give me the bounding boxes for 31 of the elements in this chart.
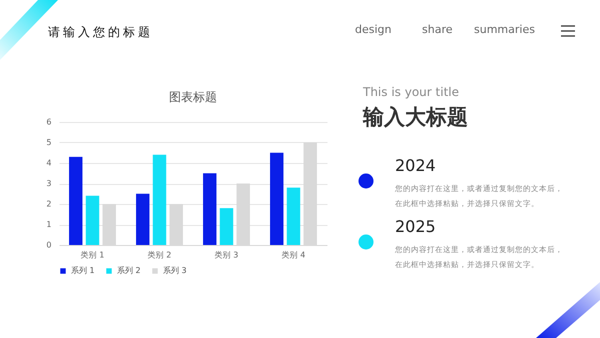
y-tick-label: 3 xyxy=(46,179,52,188)
y-tick-label: 1 xyxy=(46,220,52,229)
x-tick-label: 类别 3 xyxy=(214,250,238,260)
bar xyxy=(69,156,82,245)
y-tick-label: 4 xyxy=(46,158,52,168)
x-tick-label: 类别 4 xyxy=(282,250,306,260)
text: 2024 xyxy=(395,156,436,175)
bar xyxy=(220,208,234,245)
text: 请输入您的标题 xyxy=(48,24,153,41)
text: summaries xyxy=(474,23,535,36)
y-tick-label: 2 xyxy=(46,200,52,208)
x-tick-label: 类别 2 xyxy=(148,250,172,260)
bar xyxy=(152,154,166,245)
text: 2025 xyxy=(395,217,436,236)
text: share xyxy=(422,23,452,36)
text: 输入大标题 xyxy=(363,104,468,131)
y-tick-label: 5 xyxy=(46,138,52,147)
legend-label: 系列 3 xyxy=(163,266,187,275)
text: design xyxy=(355,23,392,36)
legend-label: 系列 2 xyxy=(117,266,141,275)
bar xyxy=(86,196,100,245)
text: This is your title xyxy=(363,85,459,99)
x-tick-label: 类别 1 xyxy=(80,250,104,260)
bar xyxy=(136,194,150,245)
y-tick-label: 6 xyxy=(46,118,52,126)
bar xyxy=(203,173,216,245)
bar xyxy=(286,188,300,245)
bar xyxy=(270,152,284,245)
chart-title: 图表标题 xyxy=(169,90,217,104)
legend-label: 系列 1 xyxy=(71,266,95,275)
y-tick-label: 0 xyxy=(46,240,52,250)
